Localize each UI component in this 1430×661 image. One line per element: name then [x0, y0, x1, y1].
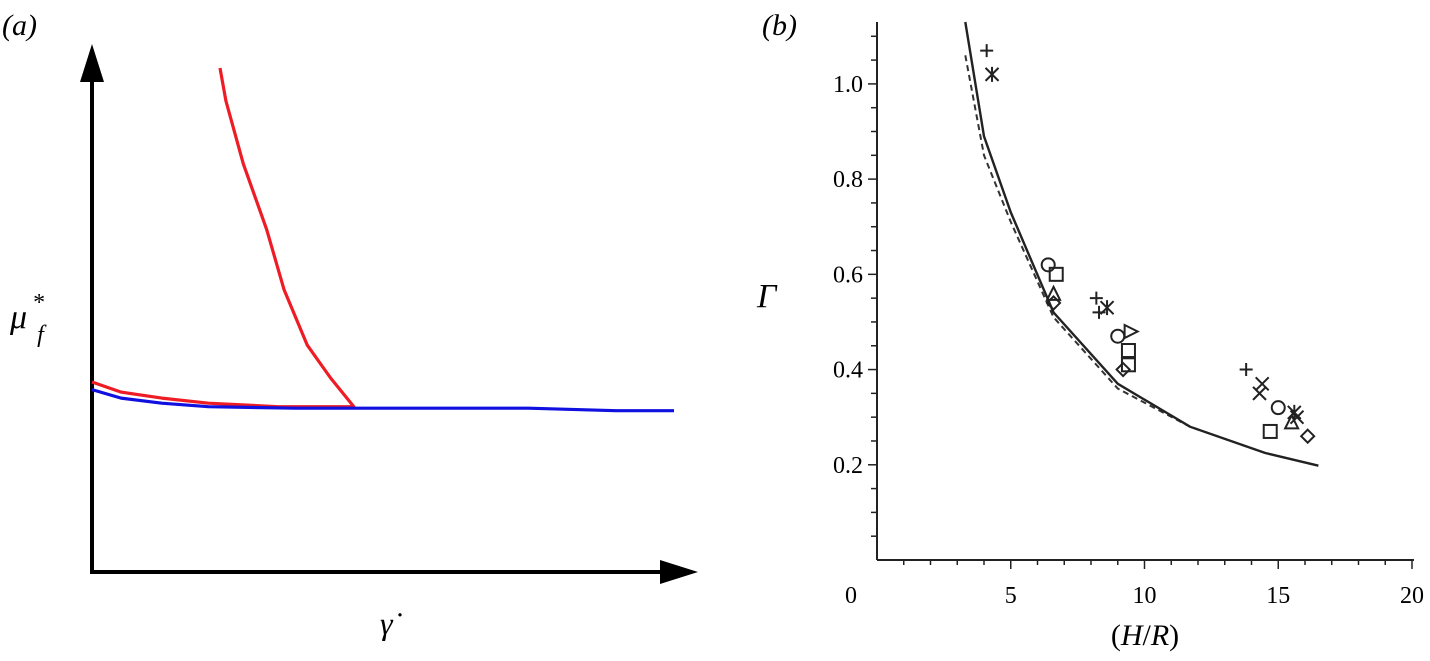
x-title-h: H — [1120, 619, 1145, 652]
model-dashed-line — [964, 55, 1319, 467]
y-tick-label: 0.6 — [833, 262, 863, 288]
x-tick-label: 20 — [1400, 583, 1424, 609]
marker-cross — [1289, 409, 1305, 425]
marker-plus — [1239, 363, 1253, 377]
x-title-close-paren: ) — [1169, 619, 1179, 652]
marker-square — [1262, 423, 1278, 439]
marker-asterisk — [984, 66, 1000, 82]
panel-a: (a) μ * f γ̇ — [2, 9, 698, 641]
panel-b-markers — [980, 44, 1316, 445]
marker-cross — [1254, 376, 1270, 392]
y-tick-label: 0.4 — [833, 358, 863, 384]
marker-circle — [1110, 328, 1126, 344]
x-title-open-paren: ( — [1111, 619, 1121, 652]
marker-triangle-right — [1123, 323, 1140, 340]
marker-circle — [1270, 400, 1286, 416]
panel-b-y-title: Γ — [756, 278, 778, 315]
panel-a-y-title-sup: * — [33, 290, 45, 316]
red-curve — [91, 67, 356, 409]
marker-diamond — [1045, 294, 1062, 311]
model-solid-line — [964, 21, 1319, 467]
y-tick-label: 0.8 — [833, 167, 863, 193]
marker-circle — [1040, 257, 1056, 273]
blue-curve — [91, 388, 674, 413]
panel-b-label: (b) — [762, 9, 797, 42]
panel-b: (b) Γ (H/R) 0.2 0.4 0.6 0.8 1.0 0 5 10 15 20 — [756, 9, 1424, 652]
panel-b-x-title: (H/R) — [1111, 619, 1179, 652]
x-tick-label: 5 — [1005, 583, 1017, 609]
marker-diamond — [1115, 361, 1132, 378]
y-tick-label: 0.2 — [833, 453, 863, 479]
x-tick-label: 15 — [1266, 583, 1290, 609]
marker-square — [1120, 343, 1136, 359]
marker-plus — [1089, 291, 1103, 305]
marker-triangle — [1283, 413, 1300, 430]
marker-triangle — [1045, 284, 1062, 301]
x-title-slash: / — [1143, 619, 1152, 652]
panel-a-label: (a) — [2, 9, 37, 42]
panel-b-lines — [964, 21, 1319, 467]
panel-a-y-arrowhead — [80, 44, 104, 82]
marker-cross — [1252, 386, 1267, 401]
marker-plus — [980, 44, 994, 58]
x-tick-label: 0 — [845, 583, 857, 609]
panel-a-curves — [91, 67, 674, 413]
panel-a-x-title: γ̇ — [380, 605, 403, 641]
x-title-r: R — [1150, 619, 1169, 652]
panel-a-y-title-sub: f — [37, 322, 47, 348]
marker-square — [1048, 266, 1064, 282]
panel-b-ticks: 0.2 0.4 0.6 0.8 1.0 0 5 10 15 20 — [833, 35, 1424, 609]
marker-diamond — [1299, 428, 1316, 445]
panel-a-y-title: μ * f — [9, 290, 49, 348]
marker-asterisk — [1099, 300, 1115, 316]
panel-a-x-arrowhead — [660, 560, 698, 584]
y-tick-label: 1.0 — [833, 72, 863, 98]
x-tick-label: 10 — [1133, 583, 1157, 609]
panel-a-y-title-mu: μ — [9, 299, 27, 336]
